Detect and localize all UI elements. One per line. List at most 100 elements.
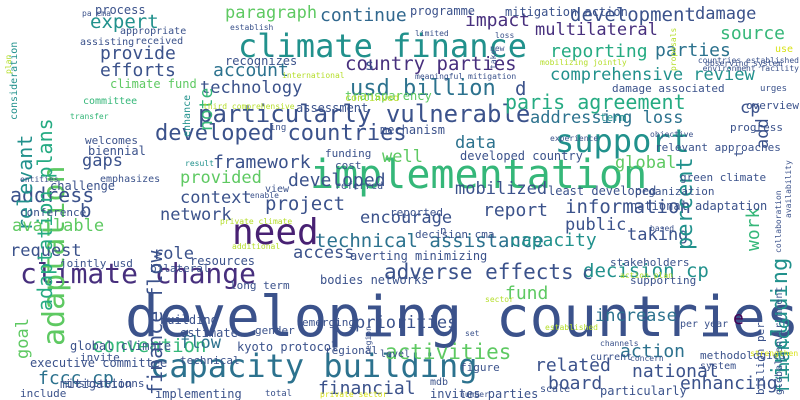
- word-institutions-161: institutions: [65, 377, 145, 390]
- word-resources-97: resources: [190, 254, 256, 268]
- word-loss-184: loss: [495, 31, 515, 40]
- word-mitigation-action-81: mitigation action: [505, 5, 628, 19]
- word-provided-71: provided: [180, 168, 262, 188]
- word-green-climate-104: green climate: [680, 171, 767, 184]
- word-supporting-112: supporting: [630, 274, 697, 287]
- word-account-38: account: [213, 60, 289, 81]
- word-system-163: system: [700, 361, 737, 372]
- word-relevant-approaches-103: relevant approaches: [655, 141, 781, 154]
- word-overview-107: overview: [746, 99, 799, 112]
- word-estimate-96: estimate: [180, 326, 238, 340]
- word-pa-cma-192: pa cma: [82, 9, 111, 18]
- word-gender-115: gender: [255, 324, 295, 337]
- word-channels-165: channels: [600, 339, 639, 348]
- word-continue-33: continue: [320, 5, 407, 26]
- word-country-parties-13: country parties: [345, 53, 517, 75]
- word-s-190: s: [365, 56, 375, 74]
- word-decision-cma-110: decision cma: [415, 228, 495, 241]
- word-invite-160: invite: [80, 351, 120, 364]
- word-collaboration-175: collaboration: [774, 190, 783, 253]
- word-c-187: c: [582, 263, 593, 284]
- word-provide-36: provide: [100, 43, 176, 64]
- word-source-41: source: [720, 23, 786, 44]
- word-developed-72: developed: [288, 170, 386, 191]
- word-adverse-effects-14: adverse effects: [384, 260, 574, 284]
- word-e-189: e: [733, 308, 744, 329]
- word-project-27: project: [265, 193, 346, 215]
- word-mobilized-26: mobilized: [455, 179, 548, 199]
- word-goal-76: goal: [13, 318, 33, 359]
- word-consideration-144: consideration: [9, 41, 20, 120]
- word-address-32: address: [10, 183, 95, 207]
- word-figure-152: figure: [460, 361, 500, 374]
- word-fund-69: fund: [505, 283, 549, 304]
- word-framework-25: framework: [213, 152, 311, 173]
- word-report-46: report: [483, 200, 549, 221]
- word-development-19: development: [570, 4, 696, 26]
- word-ing-127: ing: [270, 123, 287, 133]
- word-entities-120: entities: [20, 175, 59, 184]
- word-convention-24: convention: [92, 335, 207, 357]
- word-information-21: information: [565, 196, 691, 218]
- word-expert-35: expert: [90, 11, 159, 33]
- word-parties-40: parties: [655, 40, 731, 61]
- word-enhance-143: enhance: [182, 94, 193, 137]
- word-financial-66: financial: [318, 378, 416, 399]
- word-mitigation-90: mitigation: [60, 377, 133, 391]
- word-level-154: level: [380, 349, 411, 360]
- word-progress-108: progress: [730, 121, 783, 134]
- word-b-186: b: [80, 200, 92, 222]
- word-flow-59: flow: [180, 333, 221, 353]
- word-scale-157: scale: [540, 384, 571, 395]
- word-technology-12: technology: [200, 78, 303, 98]
- word-referred-124: referred: [335, 181, 384, 192]
- word-new-182: new: [490, 44, 505, 53]
- word-particularly-93: particularly: [600, 384, 687, 398]
- word-increase-67: increase: [595, 306, 677, 326]
- word-priorities-68: priorities: [355, 313, 458, 333]
- word-usd-billion-9: usd billion: [350, 76, 496, 101]
- word-meaningful-mitigation-131: meaningful mitigation: [415, 72, 517, 81]
- word-developing-countries-0: developing countries: [125, 285, 800, 350]
- word-number-193: number: [460, 390, 489, 399]
- word-related-63: related: [535, 355, 611, 376]
- word-based-173: based: [650, 224, 675, 233]
- word-role-74: role: [153, 244, 194, 264]
- word-term-150: term: [600, 111, 627, 124]
- word-regional-94: regional: [325, 344, 378, 357]
- word-support-5: support: [555, 122, 690, 160]
- word-least-developed-79: least developed: [548, 184, 657, 198]
- word-capacity-22: capacity: [510, 230, 597, 251]
- word-invites-parties-92: invites parties: [430, 387, 539, 400]
- word-additional-178: additional: [232, 242, 281, 251]
- word-current-155: current: [590, 352, 633, 363]
- word-jointly-usd-118: jointly usd: [60, 257, 133, 270]
- word-take-183: take: [489, 49, 498, 69]
- word-conference-119: conference: [20, 206, 87, 219]
- word-received-137: received: [135, 36, 184, 47]
- word-paragraph-34: paragraph: [225, 3, 318, 23]
- word-access-31: access: [293, 243, 355, 263]
- word-establish-140: establish: [230, 23, 274, 32]
- word-developed-country-102: developed country: [460, 149, 583, 163]
- word-enhancing-65: enhancing: [680, 373, 778, 394]
- word-view-122: view: [265, 184, 290, 195]
- word-welcomes-100: welcomes: [85, 134, 138, 147]
- word-assisting-138: assisting: [80, 37, 135, 48]
- word-request-30: request: [10, 241, 82, 261]
- word-continued-128: continued: [345, 93, 400, 104]
- word-gaps-75: gaps: [82, 151, 123, 171]
- word-assessment-86: assessment: [296, 101, 369, 115]
- word-bilateral-117: bilateral: [150, 262, 210, 275]
- word-appropriate-136: appropriate: [120, 26, 187, 37]
- word-national-adaptation-78: national adaptation: [630, 199, 768, 213]
- word-objective-149: objective: [650, 130, 694, 139]
- word-recognizes-85: recognizes: [225, 54, 298, 68]
- word-mechanism-87: mechanism: [380, 123, 446, 137]
- word-funding-123: funding: [325, 147, 372, 160]
- word-capacity-building-3: capacity building: [150, 347, 478, 385]
- word-bodies-networks-113: bodies networks: [320, 273, 429, 287]
- word-impact-39: impact: [465, 10, 531, 31]
- word-global-45: global: [615, 153, 677, 173]
- word-committee-141: committee: [83, 96, 138, 107]
